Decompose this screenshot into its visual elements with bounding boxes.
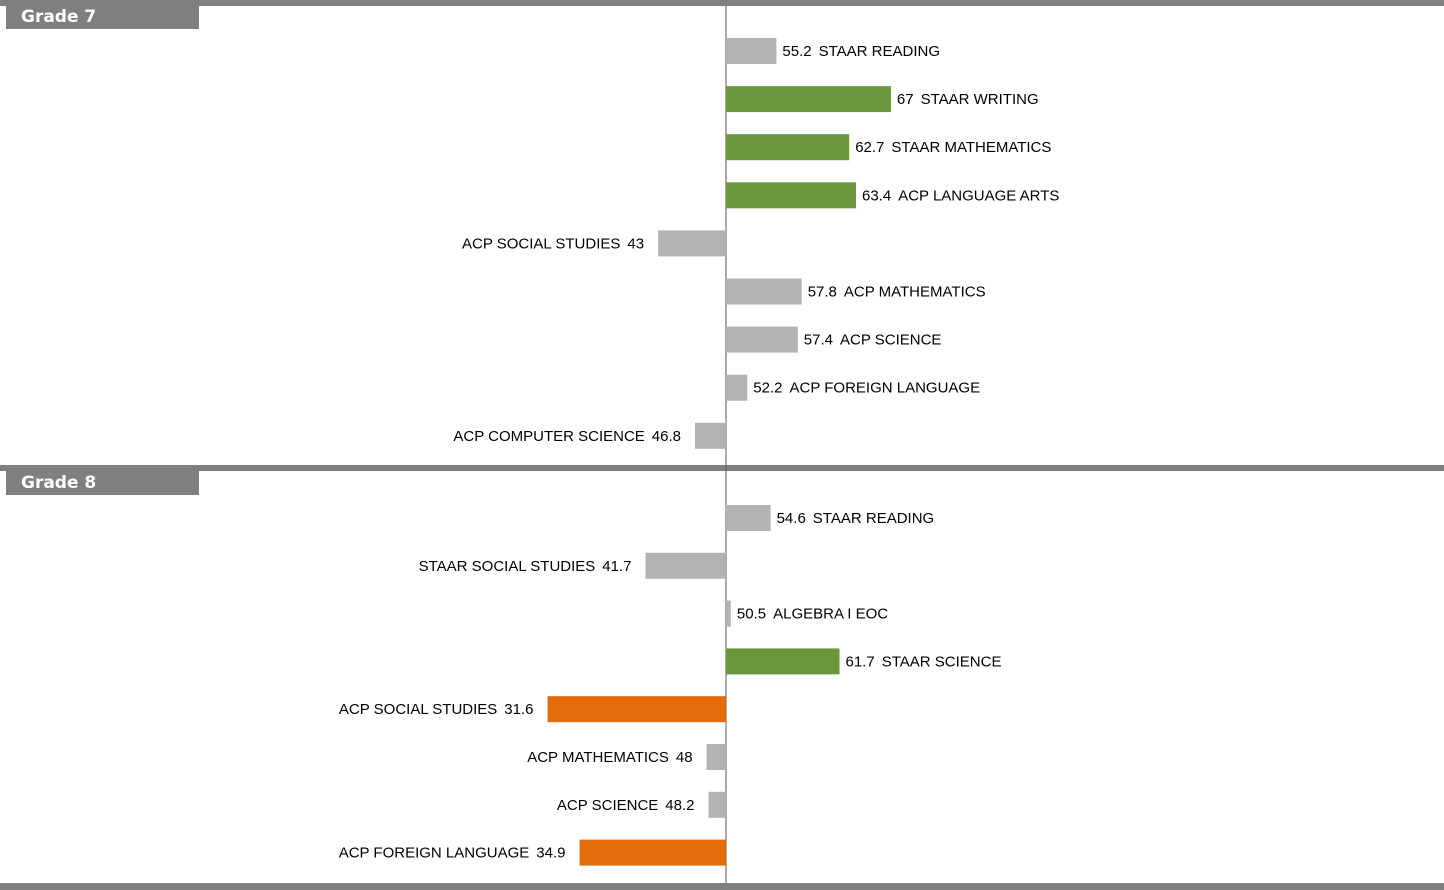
bar — [726, 278, 802, 305]
bar-category: ACP LANGUAGE ARTS — [898, 187, 1059, 204]
bar-value: 62.7 — [855, 139, 884, 156]
bar — [726, 326, 798, 353]
bar-label: 55.2 STAAR READING — [782, 43, 940, 60]
bar-value: 57.4 — [804, 332, 833, 349]
bar-label: ACP SCIENCE 48.2 — [557, 797, 695, 814]
bar — [726, 182, 856, 209]
bar-category: STAAR SOCIAL STUDIES — [419, 558, 596, 575]
bar — [726, 374, 748, 401]
bar-category: STAAR SCIENCE — [882, 653, 1002, 670]
grade-8-divider — [0, 465, 1444, 471]
bar-value: 41.7 — [602, 558, 631, 575]
bar — [695, 422, 726, 449]
bar-label: ACP MATHEMATICS 48 — [527, 749, 692, 766]
bar-label: 57.8 ACP MATHEMATICS — [808, 284, 986, 301]
bar-category: ACP FOREIGN LANGUAGE — [339, 845, 530, 862]
bar — [726, 600, 731, 627]
bar-label: 57.4 ACP SCIENCE — [804, 332, 942, 349]
bar-category: STAAR READING — [813, 510, 934, 527]
bar-category: ACP SCIENCE — [557, 797, 658, 814]
bar-value: 43 — [627, 235, 644, 252]
bar — [547, 696, 726, 723]
bar-label: ACP SOCIAL STUDIES 31.6 — [339, 701, 534, 718]
bar-category: ACP SCIENCE — [840, 332, 941, 349]
bar-category: ACP SOCIAL STUDIES — [462, 235, 620, 252]
bar-value: 34.9 — [536, 845, 565, 862]
bar-label: STAAR SOCIAL STUDIES 41.7 — [419, 558, 632, 575]
bar-value: 55.2 — [782, 43, 811, 60]
bar-category: STAAR READING — [819, 43, 940, 60]
bar — [726, 648, 840, 675]
bar — [726, 505, 771, 531]
bar-category: ACP MATHEMATICS — [527, 749, 669, 766]
bar-value: 50.5 — [737, 606, 766, 623]
bar — [726, 86, 891, 113]
bottom-divider — [0, 883, 1444, 890]
bar-value: 48.2 — [665, 797, 694, 814]
bar-value: 52.2 — [753, 380, 782, 397]
bar-category: ACP FOREIGN LANGUAGE — [790, 380, 981, 397]
bar-value: 67 — [897, 91, 914, 108]
bar-value: 31.6 — [504, 701, 533, 718]
grade-8-title: Grade 8 — [6, 471, 199, 495]
bar — [726, 38, 777, 64]
bar-value: 63.4 — [862, 187, 891, 204]
bar-label: 54.6 STAAR READING — [777, 510, 935, 527]
bar-label: 62.7 STAAR MATHEMATICS — [855, 139, 1051, 156]
bar — [706, 744, 726, 770]
bar-value: 46.8 — [652, 428, 681, 445]
grade-7-divider — [0, 0, 1444, 6]
bar — [708, 791, 726, 818]
bar — [726, 134, 850, 161]
grade-7-title: Grade 7 — [6, 5, 199, 29]
bar-value: 61.7 — [846, 653, 875, 670]
bar-value: 57.8 — [808, 284, 837, 301]
bar-label: 52.2 ACP FOREIGN LANGUAGE — [753, 380, 980, 397]
bar-category: ALGEBRA I EOC — [773, 606, 888, 623]
bar-category: ACP SOCIAL STUDIES — [339, 701, 497, 718]
bar-category: STAAR MATHEMATICS — [891, 139, 1051, 156]
bar-label: 50.5 ALGEBRA I EOC — [737, 606, 888, 623]
bar-label: 61.7 STAAR SCIENCE — [846, 653, 1002, 670]
bar — [658, 230, 726, 257]
bar-value: 48 — [676, 749, 693, 766]
bar-label: 67 STAAR WRITING — [897, 91, 1039, 108]
bar-category: ACP COMPUTER SCIENCE — [453, 428, 644, 445]
bar-label: 63.4 ACP LANGUAGE ARTS — [862, 187, 1059, 204]
bar-label: ACP COMPUTER SCIENCE 46.8 — [453, 428, 681, 445]
bar-value: 54.6 — [777, 510, 806, 527]
bar-label: ACP FOREIGN LANGUAGE 34.9 — [339, 845, 566, 862]
bar — [645, 552, 726, 579]
bar — [579, 839, 726, 866]
bar-label: ACP SOCIAL STUDIES 43 — [462, 235, 644, 252]
bar-category: STAAR WRITING — [921, 91, 1039, 108]
bar-category: ACP MATHEMATICS — [844, 284, 986, 301]
